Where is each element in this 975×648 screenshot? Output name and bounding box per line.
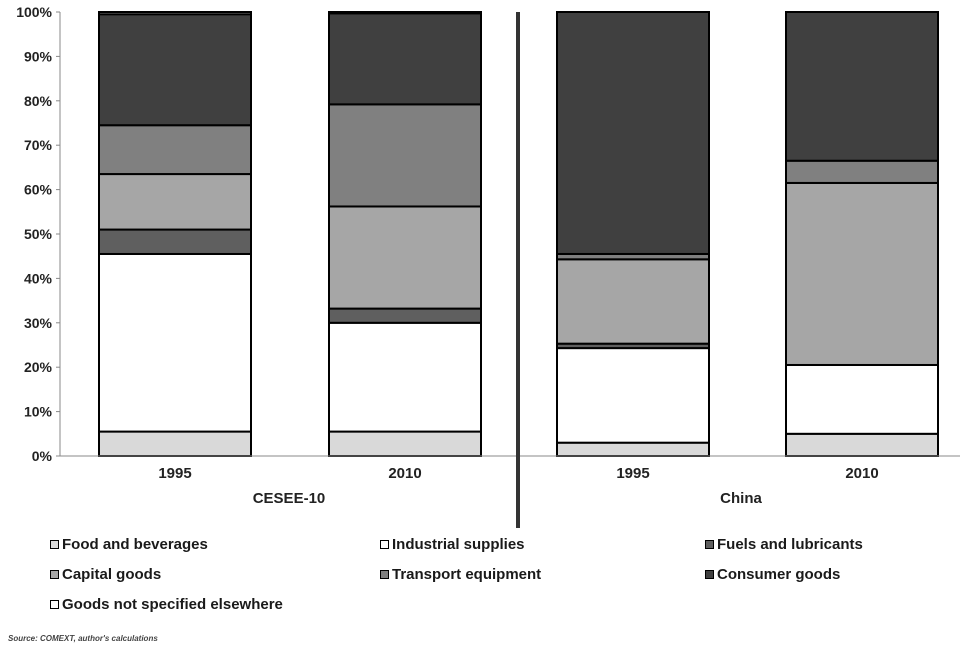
y-tick-label: 70%: [24, 137, 53, 153]
legend-label: Consumer goods: [717, 566, 841, 583]
y-tick-label: 50%: [24, 226, 53, 242]
bar-segment: [785, 432, 939, 457]
legend-item: Industrial supplies: [380, 536, 525, 553]
bar-segment: [98, 252, 252, 433]
bar-segment: [556, 441, 710, 457]
y-tick-label: 60%: [24, 182, 53, 198]
y-axis: 0% 10% 20% 30% 40% 50% 60% 70% 80% 90% 100%: [16, 4, 61, 464]
bar-segment: [785, 181, 939, 366]
legend-item: Fuels and lubricants: [705, 536, 863, 553]
bar-segment: [328, 307, 482, 324]
x-tick-label: 1995: [616, 465, 649, 482]
legend-swatch: [380, 540, 389, 549]
bar-segment: [556, 347, 710, 444]
bar-segment: [785, 11, 939, 162]
bar-segment: [98, 124, 252, 176]
legend-label: Food and beverages: [62, 536, 208, 553]
bar-segment: [328, 205, 482, 310]
bar-segment: [328, 430, 482, 457]
bar-segment: [328, 12, 482, 106]
bar-segment: [98, 228, 252, 255]
group-label: CESEE-10: [253, 490, 326, 507]
x-tick-label: 2010: [845, 465, 878, 482]
y-tick-label: 80%: [24, 93, 53, 109]
bar-segment: [98, 13, 252, 127]
y-tick-label: 30%: [24, 315, 53, 331]
bar-segment: [98, 430, 252, 457]
legend-item: Consumer goods: [705, 566, 840, 583]
bar-segment: [328, 321, 482, 433]
legend-swatch: [50, 540, 59, 549]
bar-stack: [556, 11, 710, 457]
y-tick-label: 100%: [16, 4, 52, 20]
x-axis: 1995 2010 1995 2010 CESEE-10 China: [60, 12, 960, 528]
bar-segment: [328, 103, 482, 208]
legend-item: Food and beverages: [50, 536, 208, 553]
legend-item: Transport equipment: [380, 566, 541, 583]
legend: Food and beverages Industrial supplies Fue…: [50, 536, 950, 628]
legend-swatch: [50, 600, 59, 609]
legend-swatch: [50, 570, 59, 579]
y-tick-label: 0%: [32, 448, 53, 464]
bar-stack: [785, 11, 939, 457]
stacked-bar-chart: 0% 10% 20% 30% 40% 50% 60% 70% 80% 90% 100% 1995 20…: [16, 4, 960, 528]
legend-label: Transport equipment: [392, 566, 542, 583]
y-tick-label: 10%: [24, 404, 53, 420]
bar-segment: [328, 11, 482, 15]
group-label: China: [720, 490, 762, 507]
legend-label: Goods not specified elsewhere: [62, 596, 283, 613]
legend-item: Goods not specified elsewhere: [50, 596, 283, 613]
legend-label: Fuels and lubricants: [717, 536, 863, 553]
x-tick-label: 2010: [388, 465, 421, 482]
legend-swatch: [705, 540, 714, 549]
bar-segment: [556, 258, 710, 345]
y-tick-label: 40%: [24, 270, 53, 286]
bar-stack: [328, 11, 482, 457]
bar-segment: [785, 363, 939, 435]
legend-label: Industrial supplies: [392, 536, 525, 553]
y-tick-label: 90%: [24, 48, 53, 64]
y-tick-label: 20%: [24, 359, 53, 375]
source-note: Source: COMEXT, author's calculations: [8, 634, 158, 643]
bar-segment: [556, 11, 710, 255]
legend-item: Capital goods: [50, 566, 161, 583]
bars: [98, 11, 939, 457]
legend-label: Capital goods: [62, 566, 162, 583]
bar-segment: [98, 11, 252, 16]
bar-segment: [785, 159, 939, 184]
bar-segment: [98, 173, 252, 231]
legend-swatch: [380, 570, 389, 579]
x-tick-label: 1995: [158, 465, 191, 482]
legend-swatch: [705, 570, 714, 579]
bar-stack: [98, 11, 252, 457]
